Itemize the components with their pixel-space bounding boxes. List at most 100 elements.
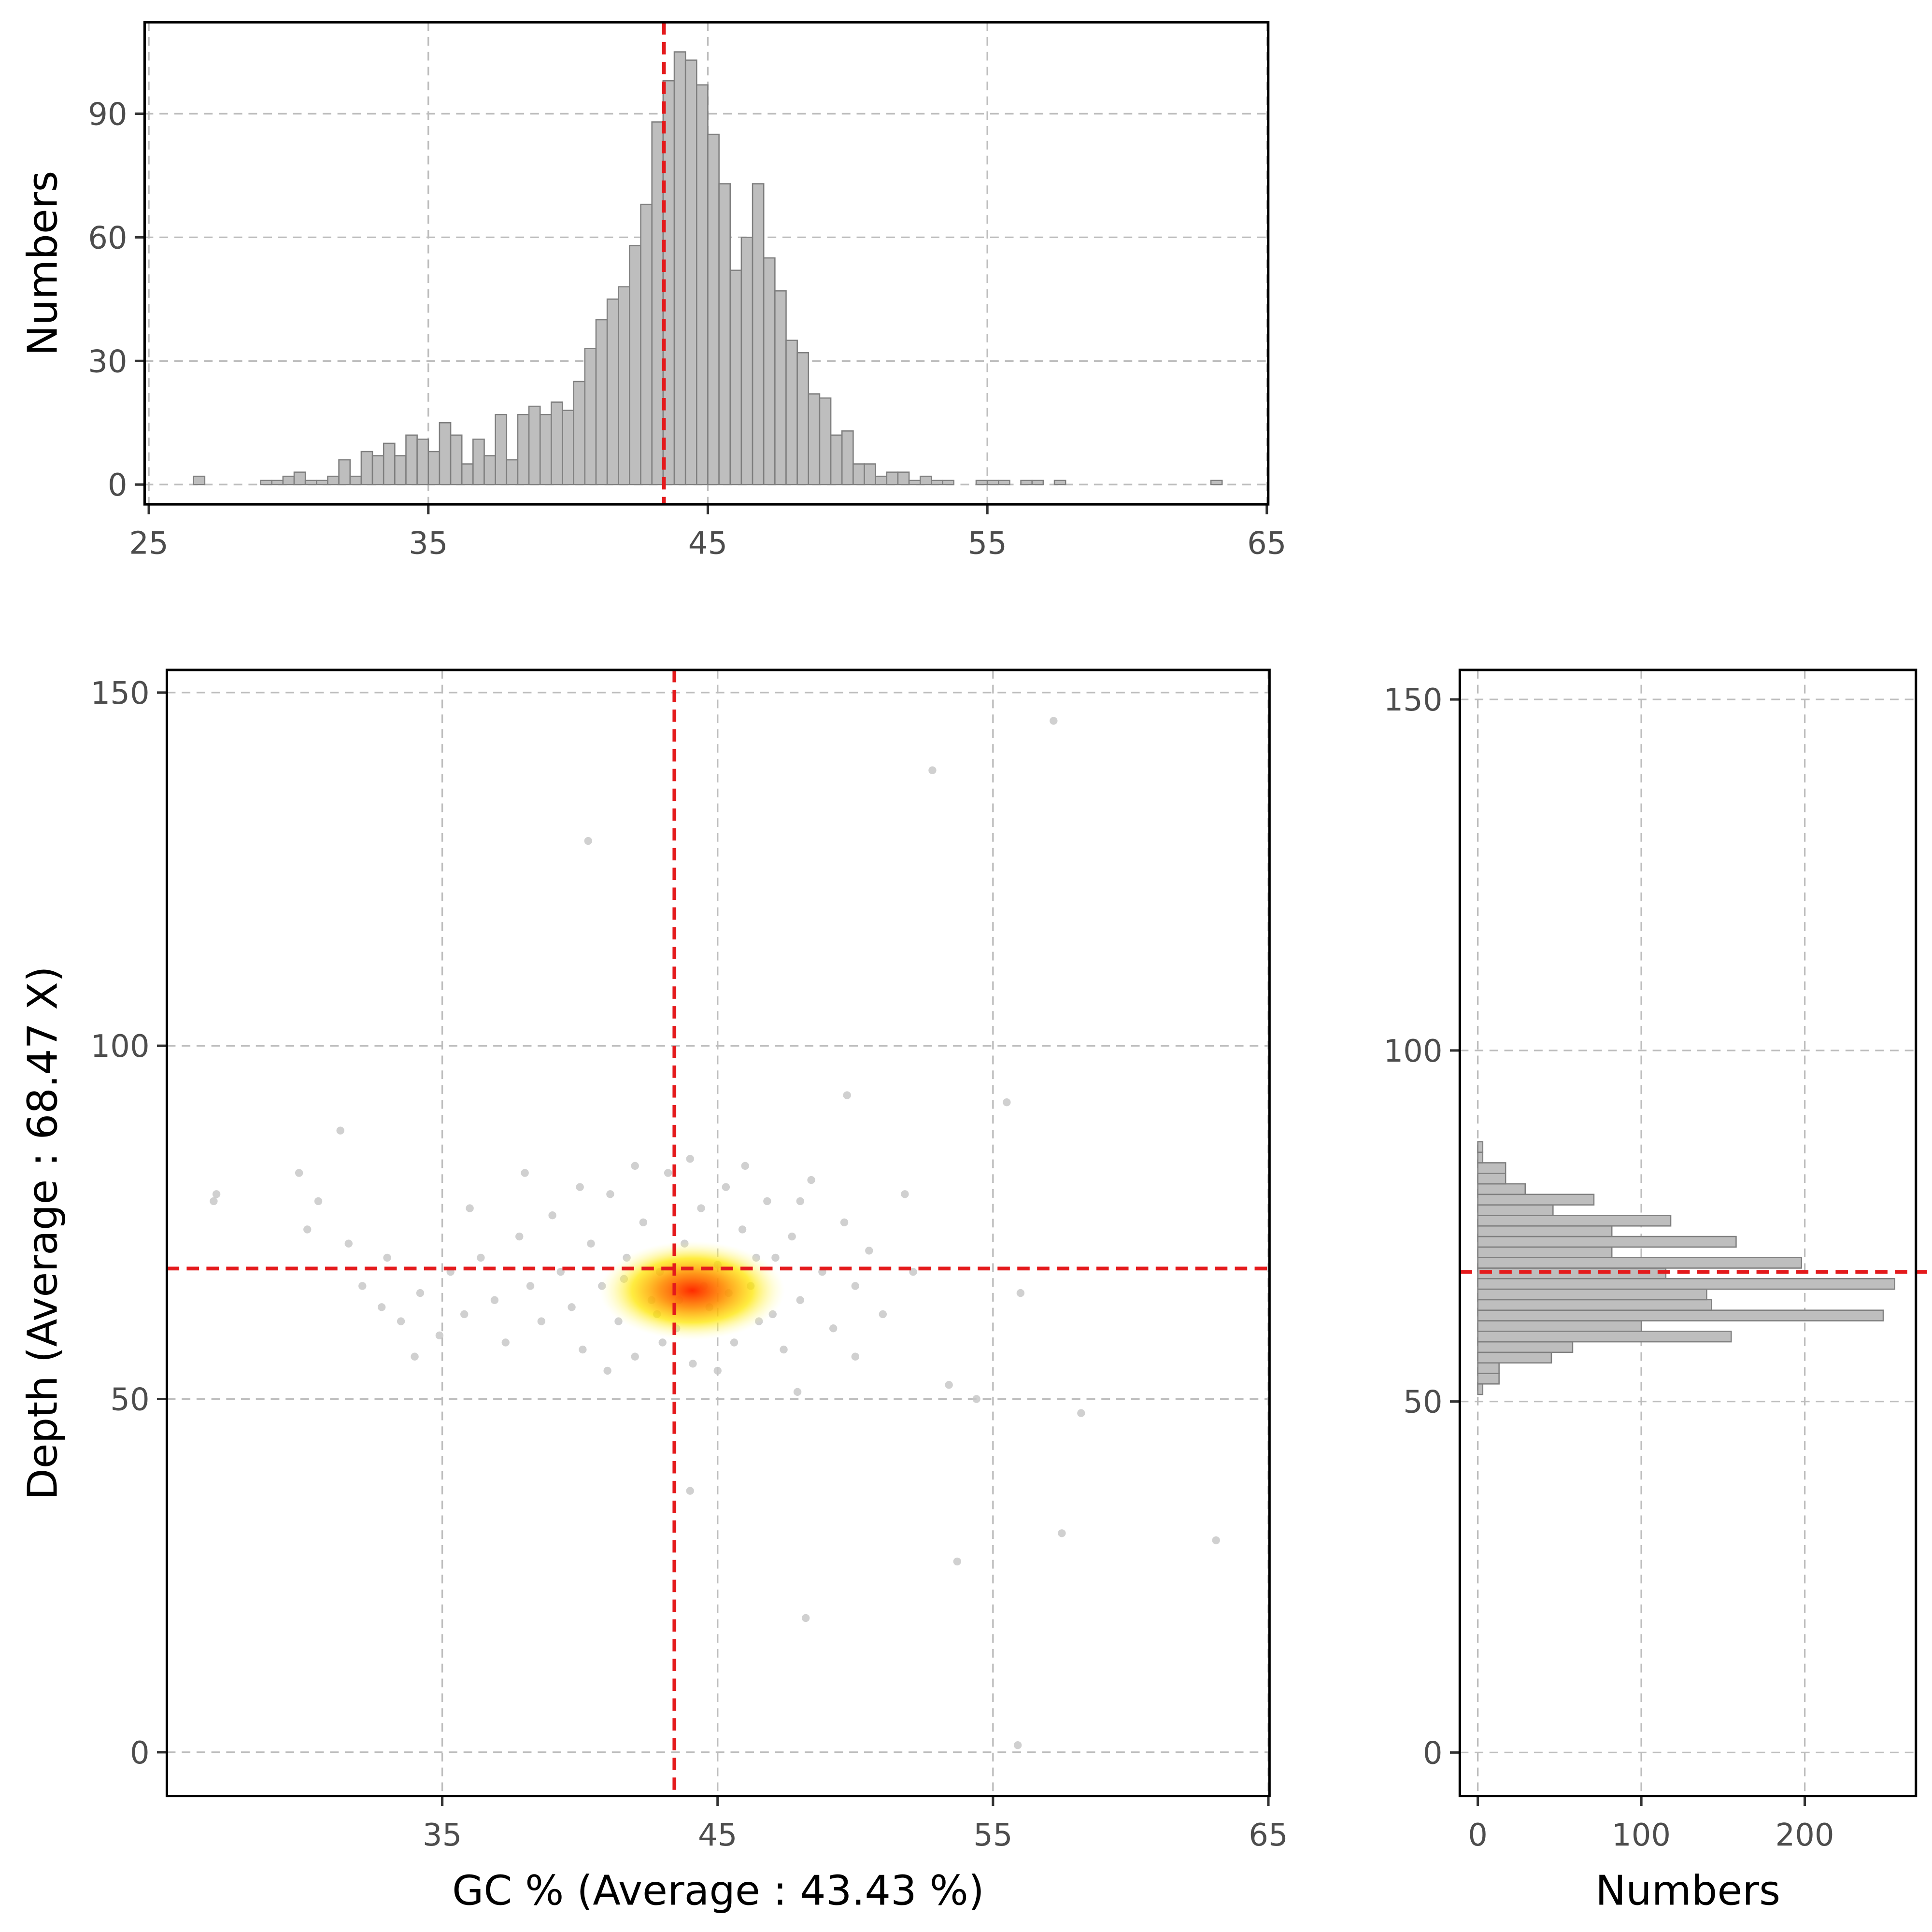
- histogram-bar: [539, 413, 552, 485]
- histogram-bar: [606, 298, 619, 485]
- histogram-bar: [517, 413, 530, 485]
- scatter-point: [295, 1169, 303, 1177]
- histogram-bar: [450, 434, 463, 485]
- histogram-bar: [975, 480, 988, 485]
- scatter-point: [780, 1345, 788, 1354]
- scatter-point: [796, 1296, 804, 1304]
- histogram-bar: [808, 393, 821, 485]
- x-tick-label: 35: [409, 526, 448, 562]
- histogram-bar: [1477, 1204, 1554, 1216]
- histogram-bar: [1477, 1383, 1484, 1395]
- scatter-point: [435, 1331, 444, 1340]
- histogram-bar: [763, 257, 776, 485]
- x-tick-label: 200: [1776, 1818, 1834, 1853]
- histogram-bar: [1477, 1351, 1552, 1364]
- y-tick-label: 50: [1403, 1385, 1442, 1421]
- x-tick-label: 45: [688, 526, 727, 562]
- histogram-bar: [1477, 1193, 1595, 1206]
- scatter-point: [1016, 1289, 1025, 1297]
- scatter-point: [865, 1247, 873, 1255]
- histogram-bar: [1477, 1299, 1712, 1311]
- histogram-bar: [193, 475, 206, 485]
- scatter-point: [1013, 1741, 1022, 1749]
- y-tick-label: 0: [130, 1735, 150, 1771]
- scatter-point: [212, 1190, 221, 1198]
- histogram-bar: [316, 480, 328, 485]
- scatter-point: [686, 1487, 694, 1495]
- scatter-point: [501, 1338, 510, 1347]
- histogram-bar: [998, 480, 1010, 485]
- histogram-bar: [304, 480, 317, 485]
- histogram-bar: [1031, 480, 1044, 485]
- histogram-bar: [819, 397, 832, 485]
- y-tick-label: 0: [108, 468, 128, 503]
- histogram-bar: [931, 480, 943, 485]
- histogram-bar: [785, 340, 798, 485]
- scatter-point: [548, 1211, 556, 1220]
- scatter-point: [945, 1381, 953, 1389]
- y-tick-label: 50: [110, 1382, 149, 1418]
- scatter-point: [909, 1268, 917, 1276]
- scatter-point: [741, 1162, 749, 1170]
- histogram-bar: [897, 471, 910, 485]
- histogram-bar: [1477, 1341, 1574, 1353]
- scatter-point: [738, 1225, 747, 1234]
- histogram-bar: [1477, 1373, 1500, 1385]
- x-tick-label: 55: [973, 1818, 1012, 1853]
- scatter-point: [314, 1197, 323, 1206]
- histogram-bar: [405, 434, 418, 485]
- scatter-point: [730, 1338, 739, 1347]
- histogram-bar: [1477, 1183, 1526, 1195]
- y-tick-label: 90: [88, 97, 127, 132]
- histogram-bar: [841, 430, 854, 485]
- histogram-bar: [1477, 1362, 1500, 1374]
- histogram-bar: [852, 463, 865, 485]
- histogram-bar: [1477, 1141, 1484, 1153]
- scatter-point: [416, 1289, 425, 1297]
- scatter-point: [928, 766, 937, 774]
- x-axis-title: GC % (Average : 43.43 %): [452, 1867, 984, 1915]
- histogram-bar: [1477, 1151, 1484, 1164]
- scatter-point: [584, 837, 592, 845]
- histogram-bar: [1477, 1320, 1642, 1332]
- y-tick-label: 150: [1383, 682, 1442, 718]
- histogram-bar: [506, 459, 519, 485]
- scatter-point: [879, 1310, 887, 1319]
- scatter-point: [631, 1352, 639, 1361]
- histogram-bar: [271, 480, 284, 485]
- scatter-point: [851, 1282, 859, 1290]
- histogram-bar: [1477, 1162, 1506, 1174]
- histogram-bar: [774, 290, 787, 485]
- y-tick-label: 30: [88, 344, 127, 380]
- histogram-bar: [651, 121, 664, 485]
- scatter-point: [1050, 717, 1058, 725]
- y-tick-label: 100: [91, 1029, 150, 1065]
- histogram-bar: [986, 480, 999, 485]
- histogram-bar: [942, 480, 954, 485]
- scatter-point: [972, 1395, 980, 1403]
- histogram-bar: [1477, 1309, 1884, 1321]
- scatter-point: [377, 1303, 386, 1311]
- scatter-point: [303, 1225, 312, 1234]
- x-tick-label: 100: [1612, 1818, 1671, 1853]
- histogram-bar: [1053, 480, 1066, 485]
- histogram-bar: [528, 405, 541, 485]
- scatter-point: [796, 1197, 804, 1206]
- histogram-bar: [1477, 1330, 1732, 1343]
- scatter-point: [829, 1324, 838, 1333]
- scatter-point: [336, 1126, 344, 1135]
- scatter-point: [606, 1190, 614, 1198]
- histogram-bar: [1477, 1257, 1803, 1269]
- scatter-point: [210, 1197, 218, 1206]
- histogram-bar: [461, 463, 474, 485]
- histogram-bar: [1477, 1278, 1896, 1290]
- scatter-point: [1003, 1098, 1011, 1107]
- histogram-bar: [673, 51, 686, 485]
- scatter-point: [801, 1614, 810, 1622]
- histogram-bar: [729, 270, 742, 485]
- scatter-point: [807, 1176, 815, 1184]
- scatter-point: [537, 1317, 546, 1325]
- scatter-point: [521, 1169, 529, 1177]
- histogram-bar: [383, 442, 396, 485]
